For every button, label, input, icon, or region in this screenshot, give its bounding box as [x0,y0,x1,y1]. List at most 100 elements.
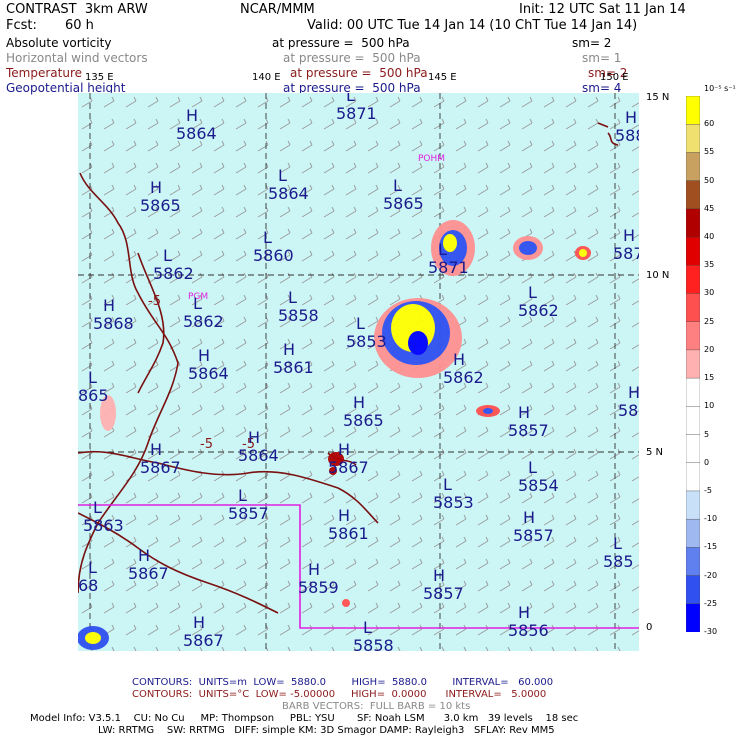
high-center-marker: H [623,226,635,245]
lat-label-0: 0 [646,622,653,633]
temp-label: -5 [200,437,213,452]
high-center-marker: H [103,296,115,315]
height-center-value: 5864 [268,184,309,203]
height-center-value: 5871 [613,244,639,263]
low-center-marker: L [613,534,622,553]
low-center-marker: L [193,294,202,313]
colorbar-swatch [686,547,700,577]
low-center-marker: L [438,240,447,259]
high-center-marker: H [338,506,350,525]
height-center-value: 5888 [615,126,639,145]
height-center-value: 5859 [298,578,339,597]
footer-contours-height: CONTOURS: UNITS=m LOW= 5880.0 HIGH= 5880… [132,677,554,688]
height-center-value: 5865 [343,411,384,430]
low-center-marker: L [263,228,272,247]
field-name-geopotential: Geopotential height [6,81,126,95]
colorbar-tick-label: 15 [704,373,715,383]
colorbar-tick-label: 5 [704,429,710,439]
colorbar-swatch [686,603,700,632]
low-center-marker: L [393,176,402,195]
height-center-value: 5871 [336,104,377,123]
footer-contours-temp: CONTOURS: UNITS=°C LOW= -5.00000 HIGH= 0… [132,689,547,700]
colorbar-tick-label: 0 [704,457,710,467]
field-smooth-wind: sm= 1 [582,51,622,65]
colorbar-tick-label: 55 [704,147,715,157]
weather-map: POHM PGM -5 -5 -5 H5864L5864L5871H5865L5… [78,93,639,651]
init-time: Init: 12 UTC Sat 11 Jan 14 [519,2,686,17]
low-center-marker: L [356,314,365,333]
station-pgm: PGM [188,292,208,302]
colorbar-swatch [686,236,700,266]
low-center-marker: L [363,618,372,637]
height-center-value: 5862 [183,312,224,331]
colorbar-tick-label: -5 [704,485,712,495]
height-center-value: 5857 [508,421,549,440]
colorbar-swatch [686,208,700,238]
station-pohm: POHM [418,154,445,164]
low-center-marker: L [93,498,102,517]
lon-label-145: 145 E [428,72,457,83]
height-center-value: 5863 [83,516,124,535]
vorticity-shading [78,220,591,650]
low-center-marker: L [163,246,172,265]
high-center-marker: H [248,428,260,447]
height-center-value: 5856 [508,621,549,640]
high-center-marker: H [518,403,530,422]
colorbar-swatch [686,575,700,605]
low-center-marker: L [238,486,247,505]
height-center-value: 5860 [253,246,294,265]
height-center-value: 5857 [513,526,554,545]
height-center-value: 5865 [140,196,181,215]
height-center-value: 5867 [183,631,224,650]
high-center-marker: H [338,440,350,459]
height-center-value: 5854 [518,476,559,495]
high-center-marker: H [308,560,320,579]
colorbar-swatch [686,518,700,549]
height-center-value: 68 [78,576,98,595]
colorbar-tick-label: -25 [704,598,718,608]
height-center-value: 5853 [433,493,474,512]
high-center-marker: H [523,508,535,527]
height-center-value: 5862 [443,368,484,387]
colorbar-tick-label: 35 [704,260,715,270]
lon-label-140: 140 E [252,72,281,83]
colorbar-unit: 10⁻⁵ s⁻¹ [704,84,736,93]
colorbar-swatch [686,377,700,408]
low-center-marker: L [278,166,287,185]
height-center-value: 586 [618,401,639,420]
height-center-value: 5861 [328,524,369,543]
field-pressure-geopotential: at pressure = 500 hPa [283,81,421,95]
model-name: CONTRAST 3km ARW [6,2,148,17]
lat-lon-grid [78,93,639,651]
low-center-marker: L [528,458,537,477]
forecast-label: Fcst: [6,18,37,33]
height-center-value: 5862 [518,301,559,320]
colorbar-tick-label: -10 [704,514,718,524]
lon-label-135: 135 E [85,72,114,83]
height-center-value: 585 [603,552,634,571]
colorbar-swatch [686,293,700,323]
temp-label: -5 [242,437,255,452]
colorbar-swatch [686,406,700,436]
field-name-vorticity: Absolute vorticity [6,36,112,50]
high-center-marker: H [353,393,365,412]
height-center-value: 5864 [238,446,279,465]
colorbar-swatch [686,124,700,154]
height-center-value: 5864 [176,124,217,143]
height-center-value: 5858 [278,306,319,325]
colorbar-tick-label: 40 [704,232,715,242]
valid-time: Valid: 00 UTC Tue 14 Jan 14 (10 ChT Tue … [307,18,638,33]
colorbar-tick-label: 45 [704,203,715,213]
colorbar-tick-label: 10 [704,401,715,411]
height-center-value: 5858 [353,636,394,651]
low-center-marker: L [443,475,452,494]
colorbar-swatch [686,490,700,520]
footer-model-physics: LW: RRTMG SW: RRTMG DIFF: simple KM: 3D … [98,725,555,736]
low-center-marker: L [88,558,97,577]
height-center-value: 5862 [153,264,194,283]
high-center-marker: H [453,350,465,369]
colorbar-swatch [686,349,700,379]
colorbar-tick-label: 25 [704,316,715,326]
colorbar-tick-label: 20 [704,344,715,354]
low-center-marker: L [528,283,537,302]
